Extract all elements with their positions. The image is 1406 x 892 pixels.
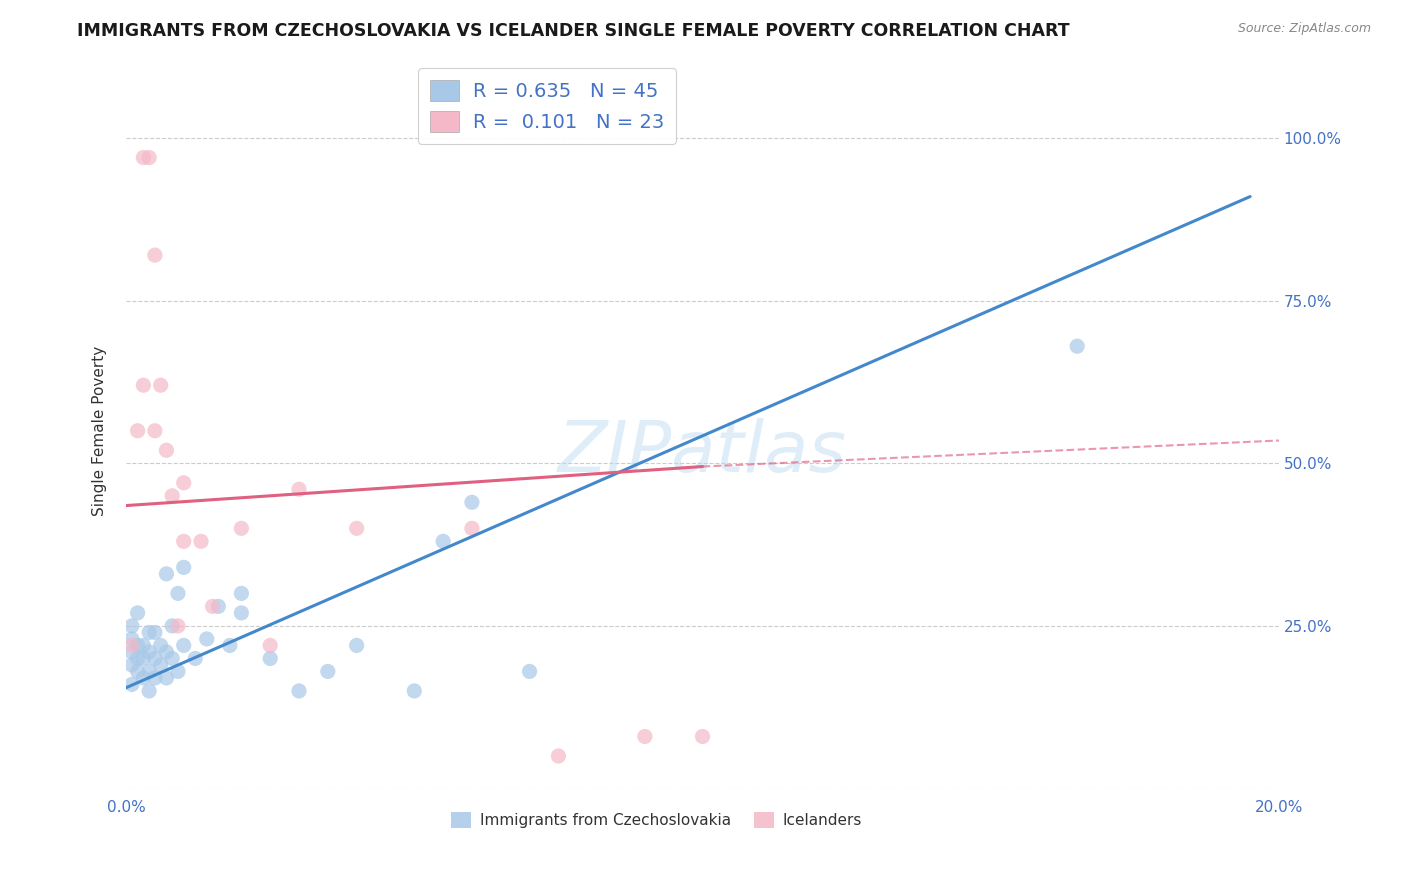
Point xyxy=(121,619,143,633)
Point xyxy=(160,489,183,503)
Point xyxy=(288,684,311,698)
Point xyxy=(173,560,195,574)
Point xyxy=(155,671,177,685)
Point xyxy=(692,730,714,744)
Point xyxy=(132,151,155,165)
Point xyxy=(167,586,190,600)
Point xyxy=(121,639,143,653)
Point xyxy=(184,651,207,665)
Point xyxy=(173,534,195,549)
Point xyxy=(547,749,569,764)
Point xyxy=(155,443,177,458)
Point xyxy=(121,632,143,646)
Point xyxy=(149,657,172,672)
Point xyxy=(167,619,190,633)
Point xyxy=(201,599,224,614)
Point xyxy=(132,651,155,665)
Point xyxy=(1066,339,1088,353)
Point xyxy=(195,632,218,646)
Point xyxy=(519,665,541,679)
Text: ZIPatlas: ZIPatlas xyxy=(558,417,846,487)
Point xyxy=(143,424,166,438)
Point xyxy=(121,645,143,659)
Legend: Immigrants from Czechoslovakia, Icelanders: Immigrants from Czechoslovakia, Icelande… xyxy=(444,806,869,835)
Point xyxy=(132,639,155,653)
Point xyxy=(143,651,166,665)
Point xyxy=(160,619,183,633)
Point xyxy=(149,639,172,653)
Point xyxy=(173,639,195,653)
Point xyxy=(259,651,281,665)
Point xyxy=(127,639,149,653)
Y-axis label: Single Female Poverty: Single Female Poverty xyxy=(93,345,107,516)
Point xyxy=(138,665,160,679)
Point xyxy=(173,475,195,490)
Point xyxy=(121,657,143,672)
Point xyxy=(346,521,368,535)
Point xyxy=(207,599,229,614)
Point xyxy=(259,639,281,653)
Point xyxy=(127,424,149,438)
Point xyxy=(461,521,484,535)
Point xyxy=(155,645,177,659)
Point xyxy=(346,639,368,653)
Point xyxy=(138,684,160,698)
Point xyxy=(127,651,149,665)
Point xyxy=(404,684,426,698)
Point xyxy=(231,586,253,600)
Point xyxy=(149,378,172,392)
Point xyxy=(316,665,339,679)
Point xyxy=(231,606,253,620)
Text: IMMIGRANTS FROM CZECHOSLOVAKIA VS ICELANDER SINGLE FEMALE POVERTY CORRELATION CH: IMMIGRANTS FROM CZECHOSLOVAKIA VS ICELAN… xyxy=(77,22,1070,40)
Point xyxy=(288,483,311,497)
Point xyxy=(138,151,160,165)
Point xyxy=(461,495,484,509)
Point xyxy=(432,534,454,549)
Point xyxy=(132,671,155,685)
Point xyxy=(127,665,149,679)
Point xyxy=(138,625,160,640)
Point xyxy=(160,651,183,665)
Point xyxy=(143,671,166,685)
Point xyxy=(143,248,166,262)
Text: Source: ZipAtlas.com: Source: ZipAtlas.com xyxy=(1237,22,1371,36)
Point xyxy=(132,378,155,392)
Point xyxy=(231,521,253,535)
Point xyxy=(127,606,149,620)
Point xyxy=(143,625,166,640)
Point xyxy=(218,639,240,653)
Point xyxy=(167,665,190,679)
Point xyxy=(155,566,177,581)
Point xyxy=(634,730,657,744)
Point xyxy=(190,534,212,549)
Point xyxy=(121,677,143,691)
Point xyxy=(138,645,160,659)
